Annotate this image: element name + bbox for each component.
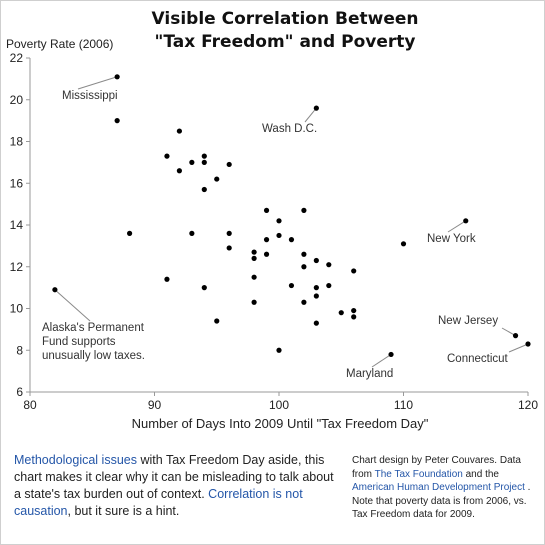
annotation-leader-line (447, 220, 467, 233)
data-point (351, 268, 357, 274)
data-point (201, 186, 207, 193)
y-tick-label: 18 (10, 135, 24, 149)
data-point (251, 249, 257, 255)
data-point (201, 153, 207, 159)
data-point (226, 245, 232, 251)
annotation-leader-line (54, 289, 91, 322)
annotation-label: unusually low taxes. (42, 350, 145, 362)
caption-right-text-1: Chart design by Peter Couvares. Data fro… (352, 455, 521, 480)
data-point (313, 105, 319, 111)
data-point (176, 128, 182, 134)
tax-foundation-link[interactable]: The Tax Foundation (374, 468, 463, 480)
data-point (127, 230, 133, 236)
annotation-label: Maryland (346, 368, 393, 380)
data-point (263, 207, 270, 213)
data-point (525, 341, 531, 347)
data-point (400, 241, 407, 247)
data-point (164, 276, 170, 282)
y-axis-label: Poverty Rate (2006) (6, 37, 114, 51)
data-point (251, 274, 257, 280)
data-point (164, 153, 170, 159)
methodological-issues-link[interactable]: Methodological issues (14, 453, 137, 467)
data-point (226, 161, 232, 168)
data-point (263, 237, 270, 243)
data-point (338, 310, 344, 316)
data-point (201, 285, 207, 291)
data-point (351, 307, 357, 314)
caption-left-text-2: , but it sure is a hint. (67, 504, 180, 518)
caption-right-text-2: and the (462, 468, 499, 480)
data-point (276, 347, 282, 353)
x-tick-label: 120 (518, 398, 538, 412)
chart-title-line-2: "Tax Freedom" and Poverty (154, 32, 416, 52)
data-point (189, 230, 195, 236)
annotation-label: Wash D.C. (262, 123, 317, 135)
data-point (301, 299, 307, 305)
y-tick-label: 8 (16, 343, 23, 357)
data-point (313, 293, 319, 299)
data-point (388, 351, 394, 358)
data-point (189, 159, 195, 165)
caption-left-text-1: with Tax Freedom Day aside, this chart m… (14, 453, 334, 501)
x-tick-label: 110 (394, 398, 413, 412)
x-tick-label: 80 (23, 398, 37, 412)
x-axis-label: Number of Days Into 2009 Until "Tax Free… (131, 416, 429, 431)
data-point (226, 230, 232, 236)
y-tick-label: 14 (10, 218, 24, 232)
data-point (301, 207, 307, 213)
y-tick-label: 22 (10, 51, 24, 65)
data-point (176, 168, 182, 174)
data-point (263, 251, 270, 257)
correlation-not-causation-link[interactable]: Correlation is not causation (14, 487, 303, 518)
x-tick-label: 90 (148, 398, 162, 412)
data-point (276, 218, 282, 224)
data-point (114, 74, 120, 80)
data-point (214, 176, 220, 182)
annotation-leader-line (77, 76, 118, 90)
data-point (251, 255, 257, 261)
x-tick-label: 100 (269, 398, 289, 412)
caption-left: Methodological issues with Tax Freedom D… (14, 452, 339, 520)
data-point (313, 285, 319, 291)
data-point (288, 282, 295, 289)
data-point (301, 264, 307, 270)
annotation-label: New Jersey (438, 315, 498, 327)
data-point (313, 320, 319, 326)
data-point (201, 159, 207, 165)
data-point (214, 318, 220, 324)
caption-right: Chart design by Peter Couvares. Data fro… (352, 454, 537, 522)
y-tick-label: 6 (16, 385, 23, 399)
data-point (114, 118, 120, 124)
annotation-label: Mississippi (62, 90, 118, 102)
annotation-label: Alaska's Permanent (42, 322, 145, 334)
annotation-leader-line (508, 343, 529, 353)
data-point (52, 287, 58, 293)
caption-right-text-3: . Note that poverty data is from 2006, v… (352, 482, 531, 520)
y-tick-label: 12 (10, 260, 24, 274)
data-point (276, 232, 282, 239)
y-tick-label: 10 (10, 302, 24, 316)
annotation-leader-line (371, 354, 392, 368)
annotation-label: Connecticut (447, 353, 509, 365)
data-point (351, 314, 357, 320)
y-tick-label: 20 (10, 93, 24, 107)
data-point (301, 251, 307, 257)
data-point (326, 282, 332, 289)
data-point (326, 262, 332, 268)
annotation-leader-line (304, 107, 317, 123)
data-point (251, 299, 257, 305)
y-tick-label: 16 (10, 176, 24, 190)
annotation-label: Fund supports (42, 336, 116, 348)
human-development-project-link[interactable]: American Human Development Project (352, 482, 525, 493)
annotation-label: New York (427, 233, 476, 245)
chart-title-line-1: Visible Correlation Between (151, 9, 419, 29)
data-point (512, 333, 519, 339)
data-point (313, 257, 319, 264)
data-point (463, 218, 469, 224)
data-point (288, 237, 295, 243)
